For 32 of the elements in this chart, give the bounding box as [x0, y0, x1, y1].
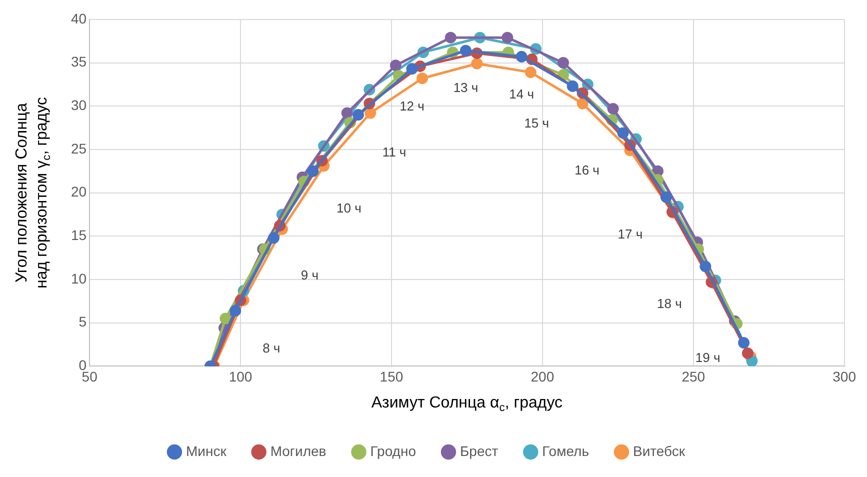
y-tick-label: 5 — [78, 314, 87, 330]
annotation: 16 ч — [574, 162, 600, 178]
annotation: 15 ч — [524, 116, 550, 131]
annotation: 18 ч — [657, 296, 682, 312]
legend-label: Гродно — [370, 442, 416, 459]
y-tick-label: 15 — [70, 227, 87, 244]
y-tick-label: 20 — [70, 184, 87, 200]
annotation: 8 ч — [262, 340, 280, 356]
y-tick-label: 10 — [70, 270, 87, 286]
y-tick-label: 0 — [78, 357, 87, 374]
annotation: 9 ч — [300, 267, 319, 282]
annotation: 12 ч — [400, 98, 424, 114]
x-tick-label: 100 — [228, 368, 252, 384]
legend-label: Брест — [460, 442, 499, 459]
annotation: 10 ч — [336, 200, 362, 216]
annotation: 19 ч — [695, 350, 720, 365]
legend-label: Гомель — [542, 442, 589, 459]
y-tick-label: 40 — [70, 10, 87, 26]
legend-label: Минск — [186, 442, 228, 459]
annotation: 17 ч — [618, 226, 643, 242]
y-tick-label: 30 — [70, 96, 87, 113]
legend-label: Могилев — [270, 442, 326, 459]
x-tick-label: 200 — [530, 368, 554, 384]
y-tick-label: 35 — [70, 54, 87, 70]
x-tick-label: 250 — [682, 368, 706, 384]
legend-label: Витебск — [632, 442, 686, 459]
annotation: 13 ч — [453, 80, 478, 96]
annotation: 14 ч — [509, 86, 534, 102]
y-tick-label: 25 — [70, 140, 87, 156]
annotation: 11 ч — [382, 144, 406, 160]
x-tick-label: 300 — [832, 368, 856, 384]
x-tick-label: 150 — [380, 368, 404, 384]
